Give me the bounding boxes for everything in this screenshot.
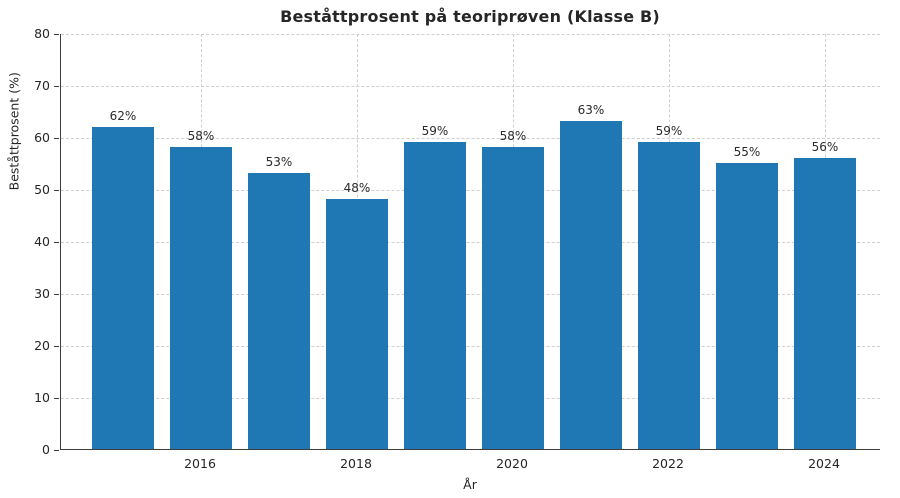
y-tick-mark-30 bbox=[54, 294, 59, 295]
y-tick-label-50: 50 bbox=[34, 182, 50, 197]
chart-title: Beståttprosent på teoriprøven (Klasse B) bbox=[280, 7, 660, 26]
bar-2021 bbox=[560, 121, 622, 449]
bar-value-label-2021: 63% bbox=[577, 103, 605, 118]
bar-value-label-2016: 58% bbox=[187, 129, 215, 144]
bar-2019 bbox=[404, 142, 466, 449]
bar-value-label-2022: 59% bbox=[655, 124, 683, 139]
bar-2020 bbox=[482, 147, 544, 449]
bar-2015 bbox=[92, 126, 154, 449]
plot-area: 62% 58% 53% 48% 59% 58% 63% 59% 55% 56% bbox=[60, 34, 880, 450]
x-tick-label-2018: 2018 bbox=[340, 456, 372, 471]
y-tick-mark-70 bbox=[54, 86, 59, 87]
y-tick-label-0: 0 bbox=[42, 442, 50, 457]
y-tick-mark-10 bbox=[54, 398, 59, 399]
y-tick-mark-50 bbox=[54, 190, 59, 191]
x-tick-label-2022: 2022 bbox=[652, 456, 684, 471]
y-tick-mark-40 bbox=[54, 242, 59, 243]
y-tick-label-20: 20 bbox=[34, 338, 50, 353]
bar-2018 bbox=[326, 199, 388, 449]
bar-value-label-2017: 53% bbox=[265, 155, 293, 170]
y-tick-label-70: 70 bbox=[34, 78, 50, 93]
gridline-y-70 bbox=[61, 86, 880, 87]
y-tick-mark-0 bbox=[54, 450, 59, 451]
bar-value-label-2024: 56% bbox=[811, 139, 839, 154]
y-tick-label-10: 10 bbox=[34, 390, 50, 405]
gridline-y-20 bbox=[61, 346, 880, 347]
gridline-y-50 bbox=[61, 190, 880, 191]
bar-value-label-2023: 55% bbox=[733, 145, 761, 159]
y-tick-label-80: 80 bbox=[34, 26, 50, 41]
x-axis-label: År bbox=[463, 477, 477, 492]
gridline-y-10 bbox=[61, 398, 880, 399]
bar-value-label-2019: 59% bbox=[421, 124, 449, 139]
bar-2022 bbox=[638, 142, 700, 449]
gridline-y-30 bbox=[61, 294, 880, 295]
bar-value-label-2015: 62% bbox=[109, 108, 137, 123]
bar-2023 bbox=[716, 163, 778, 449]
bar-2016 bbox=[170, 147, 232, 449]
y-tick-mark-80 bbox=[54, 34, 59, 35]
bar-2024 bbox=[794, 157, 856, 449]
y-tick-mark-20 bbox=[54, 346, 59, 347]
y-tick-label-40: 40 bbox=[34, 234, 50, 249]
y-tick-label-30: 30 bbox=[34, 286, 50, 301]
bar-value-label-2020: 58% bbox=[499, 129, 527, 144]
gridline-y-80 bbox=[61, 34, 880, 35]
x-tick-label-2016: 2016 bbox=[184, 456, 216, 471]
x-tick-label-2024: 2024 bbox=[808, 456, 840, 471]
bar-2017 bbox=[248, 173, 310, 449]
x-tick-label-2020: 2020 bbox=[496, 456, 528, 471]
gridline-y-60 bbox=[61, 138, 880, 139]
bar-value-label-2018: 48% bbox=[343, 181, 371, 196]
y-tick-label-60: 60 bbox=[34, 130, 50, 145]
y-tick-mark-60 bbox=[54, 138, 59, 139]
gridline-y-40 bbox=[61, 242, 880, 243]
